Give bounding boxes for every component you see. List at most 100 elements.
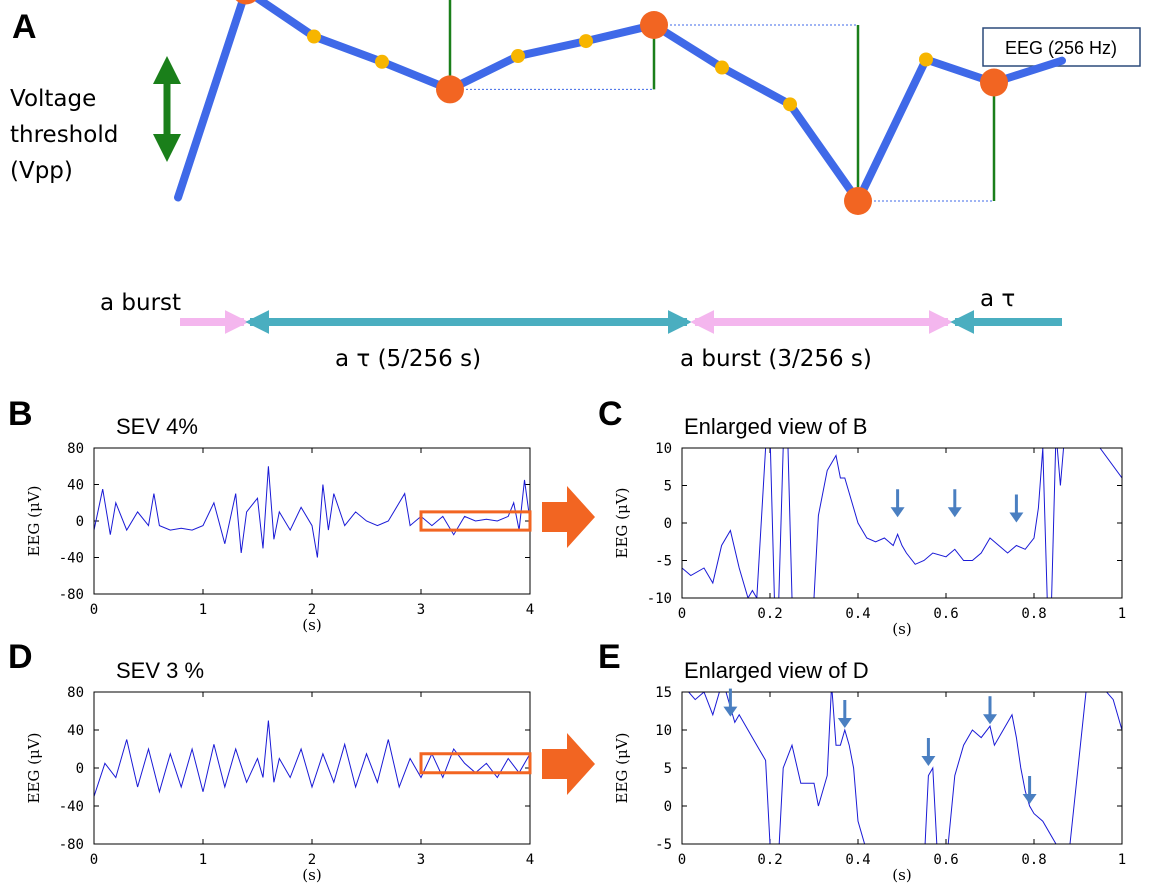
y-axis-label: EEG (μV) — [613, 733, 631, 804]
x-tick-label: 3 — [417, 852, 425, 868]
schematic-signal-trace — [174, 0, 1066, 205]
tau-label-mid: a τ (5/256 s) — [335, 346, 481, 372]
y-tick-label: -80 — [59, 587, 84, 603]
plot-frame — [681, 691, 1123, 845]
y-tick-label: 80 — [67, 685, 84, 701]
sample-marker — [715, 60, 729, 75]
chart-enlarged-d: Enlarged view of D 0 0.2 0.4 0.6 0.8 1 15 10 5 0 -5… — [613, 658, 1126, 884]
chart-title: Enlarged view of B — [684, 414, 867, 439]
y-axis-label: EEG (μV) — [613, 488, 631, 559]
schematic-panel: Voltage threshold (Vpp) EEG (256 Hz) a b… — [10, 0, 1141, 372]
y-tick-label: 10 — [655, 723, 672, 739]
annotation-arrow-icon — [983, 696, 997, 725]
zoom-arrow-b-to-c — [542, 486, 595, 548]
annotation-arrow-icon — [837, 700, 852, 728]
x-tick-label: 0.4 — [845, 606, 870, 622]
threshold-label-line3: (Vpp) — [10, 158, 73, 184]
sample-marker — [511, 49, 525, 64]
eeg-series-line — [94, 720, 530, 797]
burst-label-mid: a burst (3/256 s) — [680, 346, 872, 372]
x-tick-label: 0.6 — [933, 852, 958, 868]
x-tick-label: 1 — [199, 602, 207, 618]
y-tick-label: 0 — [76, 761, 84, 777]
x-axis-label: (s) — [892, 620, 911, 638]
x-tick-label: 3 — [417, 602, 425, 618]
chart-title: Enlarged view of D — [684, 658, 869, 683]
y-tick-label: 40 — [67, 723, 84, 739]
chart-title: SEV 4% — [116, 414, 198, 439]
y-tick-label: 15 — [655, 685, 672, 701]
x-tick-label: 0.6 — [933, 606, 958, 622]
y-axis-label: EEG (μV) — [25, 486, 43, 557]
x-tick-label: 0 — [90, 602, 98, 618]
eeg-series-line — [94, 466, 530, 558]
x-tick-label: 0.4 — [845, 852, 870, 868]
zoom-region-box — [419, 510, 532, 532]
annotation-arrow-icon — [1022, 776, 1037, 804]
y-tick-label: 5 — [664, 761, 672, 777]
x-tick-label: 0 — [678, 606, 686, 622]
plot-frame — [93, 691, 531, 845]
panel-label-d: D — [8, 638, 33, 676]
y-tick-label: -5 — [655, 554, 672, 570]
y-tick-label: 5 — [664, 479, 672, 495]
sample-marker — [579, 34, 593, 49]
y-tick-label: -40 — [59, 551, 84, 567]
peak-marker — [235, 0, 257, 5]
panel-label-b: B — [8, 395, 33, 433]
peak-marker — [436, 75, 464, 104]
y-tick-label: -40 — [59, 799, 84, 815]
x-tick-label: 4 — [526, 602, 534, 618]
plot-frame — [681, 447, 1123, 599]
eeg-series-line — [687, 692, 1122, 844]
y-tick-label: -10 — [647, 591, 672, 607]
sample-markers — [235, 0, 1008, 215]
sample-marker — [783, 97, 797, 112]
x-tick-label: 0.2 — [757, 852, 782, 868]
annotation-arrow-icon — [723, 688, 738, 717]
y-tick-label: -80 — [59, 837, 84, 853]
plot-frame — [93, 447, 531, 595]
sample-marker — [919, 52, 933, 67]
peak-marker — [980, 68, 1008, 97]
annotation-arrow-icon — [921, 738, 936, 766]
x-axis-label: (s) — [302, 866, 321, 884]
annotation-arrow-icon — [890, 489, 905, 518]
y-axis-label: EEG (μV) — [25, 733, 43, 804]
peak-marker — [640, 11, 668, 39]
chart-title: SEV 3 % — [116, 658, 204, 683]
peak-marker — [844, 186, 872, 215]
eeg-rate-label: EEG (256 Hz) — [1005, 38, 1117, 58]
annotation-arrow-icon — [947, 489, 962, 518]
x-tick-label: 1 — [199, 852, 207, 868]
threshold-label-line1: Voltage — [10, 86, 96, 112]
vpp-guides — [448, 0, 996, 202]
x-tick-label: 4 — [526, 852, 534, 868]
x-tick-label: 1 — [1118, 606, 1126, 622]
panel-label-c: C — [598, 395, 623, 433]
x-tick-label: 0.8 — [1021, 852, 1046, 868]
y-tick-label: 40 — [67, 478, 84, 494]
chart-enlarged-b: Enlarged view of B 0 0.2 0.4 0.6 0.8 1 10 5 0 -5 -1… — [613, 414, 1126, 638]
annotation-arrow-icon — [1009, 494, 1024, 523]
x-axis-label: (s) — [892, 866, 911, 884]
y-tick-label: 0 — [76, 514, 84, 530]
x-tick-label: 0 — [90, 852, 98, 868]
chart-sev3: SEV 3 % 0 1 2 3 4 80 40 0 -40 -80 (s) EEG (μV) — [25, 658, 534, 884]
panel-label-e: E — [598, 638, 621, 676]
threshold-label-line2: threshold — [10, 122, 118, 148]
x-tick-label: 2 — [308, 602, 316, 618]
panel-label-a: A — [12, 8, 37, 46]
burst-label-left: a burst — [100, 290, 181, 316]
y-tick-label: 80 — [67, 441, 84, 457]
x-axis-label: (s) — [302, 616, 321, 634]
x-tick-label: 2 — [308, 852, 316, 868]
y-tick-label: 0 — [664, 799, 672, 815]
x-tick-label: 0.8 — [1021, 606, 1046, 622]
y-tick-label: 0 — [664, 516, 672, 532]
sample-marker — [307, 29, 321, 44]
zoom-arrow-d-to-e — [542, 733, 595, 795]
sample-marker — [375, 54, 389, 69]
x-tick-label: 1 — [1118, 852, 1126, 868]
